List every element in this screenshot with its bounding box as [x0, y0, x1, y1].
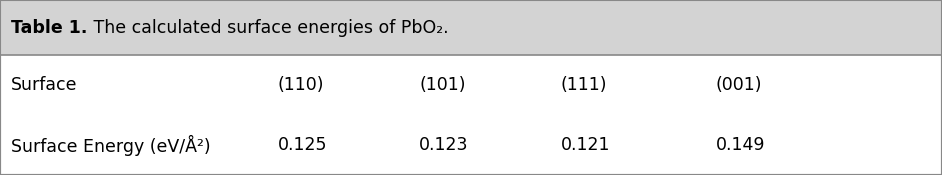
Text: (001): (001)	[716, 76, 762, 94]
Text: Surface Energy (eV/Å²): Surface Energy (eV/Å²)	[11, 135, 211, 156]
Text: 0.123: 0.123	[419, 136, 469, 154]
Text: 0.121: 0.121	[560, 136, 610, 154]
Text: The calculated surface energies of PbO₂.: The calculated surface energies of PbO₂.	[88, 19, 448, 37]
Text: Surface: Surface	[11, 76, 78, 94]
Text: 0.125: 0.125	[278, 136, 328, 154]
Text: (101): (101)	[419, 76, 465, 94]
Text: Table 1.: Table 1.	[11, 19, 88, 37]
Text: 0.149: 0.149	[716, 136, 766, 154]
Bar	[0, 0, 942, 55]
Text: (110): (110)	[278, 76, 324, 94]
Text: (111): (111)	[560, 76, 607, 94]
